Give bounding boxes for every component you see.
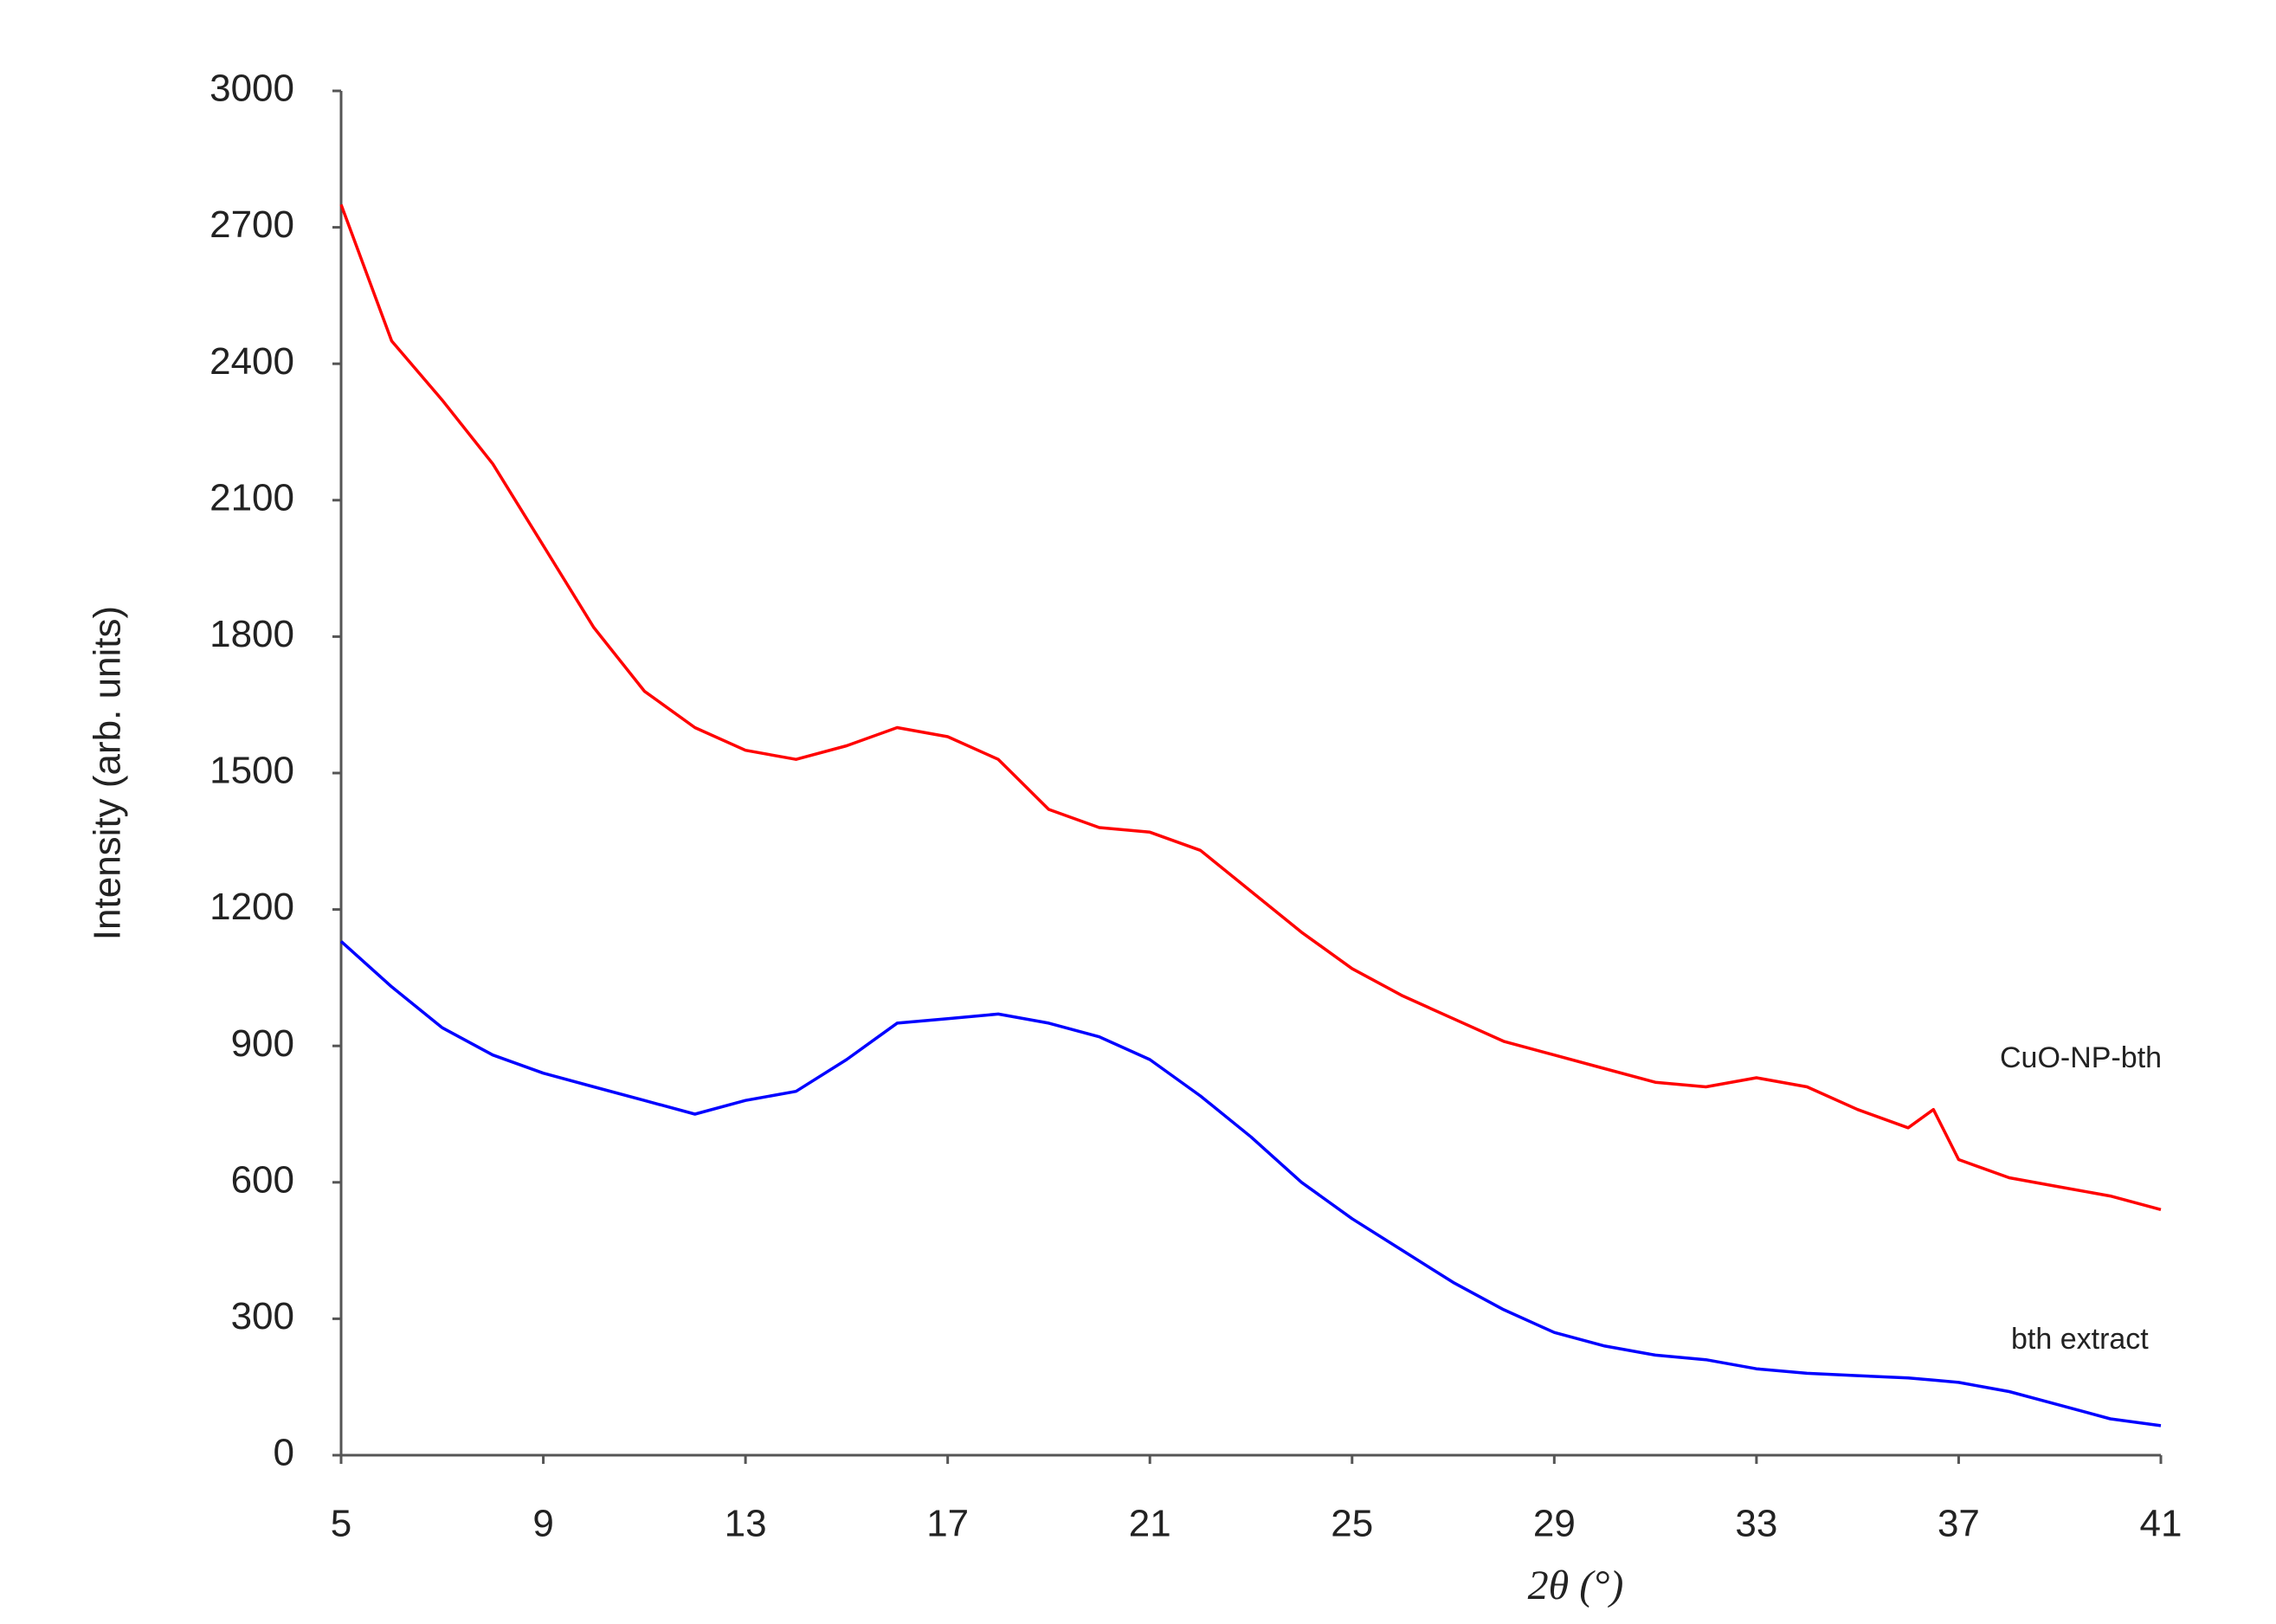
y-tick-label: 0	[274, 1432, 294, 1474]
x-axis-title: 2θ (°)	[1528, 1563, 1624, 1608]
y-tick-label: 2100	[210, 476, 294, 519]
x-tick-label: 29	[1533, 1503, 1576, 1545]
y-tick-label: 1200	[210, 886, 294, 928]
series-line	[339, 940, 2162, 1427]
y-tick-label: 300	[231, 1295, 294, 1337]
y-axis-title: Intensity (arb. units)	[87, 606, 129, 940]
y-tick-label: 2700	[210, 203, 294, 246]
series-label: bth extract	[2011, 1323, 2149, 1356]
y-tick-label: 3000	[210, 68, 294, 110]
x-tick-label: 13	[725, 1503, 767, 1545]
x-tick-label: 5	[331, 1503, 351, 1545]
x-tick-label: 37	[1938, 1503, 1980, 1545]
x-tick-label: 33	[1735, 1503, 1777, 1545]
x-tick-label: 9	[532, 1503, 553, 1545]
y-tick-label: 600	[231, 1158, 294, 1201]
series-line	[339, 203, 2162, 1211]
series-label: CuO-NP-bth	[2000, 1041, 2162, 1074]
y-tick-label: 900	[231, 1022, 294, 1065]
x-tick-label: 41	[2140, 1503, 2183, 1545]
x-tick-label: 17	[926, 1503, 969, 1545]
y-tick-label: 1500	[210, 750, 294, 792]
x-tick-label: 21	[1129, 1503, 1171, 1545]
x-tick-label: 25	[1331, 1503, 1373, 1545]
y-tick-label: 2400	[210, 340, 294, 383]
y-tick-label: 1800	[210, 613, 294, 655]
